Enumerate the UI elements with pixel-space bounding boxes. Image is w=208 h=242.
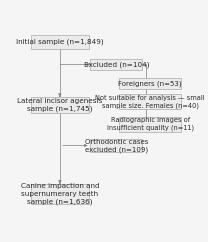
Text: Lateral incisor agenesis
sample (n=1,745): Lateral incisor agenesis sample (n=1,745… bbox=[17, 98, 103, 112]
FancyBboxPatch shape bbox=[120, 78, 181, 89]
FancyBboxPatch shape bbox=[31, 97, 89, 113]
FancyBboxPatch shape bbox=[31, 35, 89, 49]
Text: Canine impaction and
supernumerary teeth
sample (n=1,636): Canine impaction and supernumerary teeth… bbox=[21, 183, 99, 205]
Text: Radiographic images of
insufficient quality (n=11): Radiographic images of insufficient qual… bbox=[106, 117, 194, 131]
Text: Orthodontic cases
excluded (n=109): Orthodontic cases excluded (n=109) bbox=[85, 138, 148, 152]
Text: Foreigners (n=53): Foreigners (n=53) bbox=[118, 80, 182, 87]
Text: Initial sample (n=1,849): Initial sample (n=1,849) bbox=[16, 38, 104, 45]
Text: Not suitable for analysis — small
sample size. Females (n=40): Not suitable for analysis — small sample… bbox=[95, 95, 205, 109]
FancyBboxPatch shape bbox=[120, 117, 181, 131]
FancyBboxPatch shape bbox=[90, 59, 142, 70]
FancyBboxPatch shape bbox=[90, 139, 142, 152]
FancyBboxPatch shape bbox=[120, 94, 181, 109]
FancyBboxPatch shape bbox=[31, 184, 89, 204]
Text: Excluded (n=104): Excluded (n=104) bbox=[84, 61, 149, 68]
